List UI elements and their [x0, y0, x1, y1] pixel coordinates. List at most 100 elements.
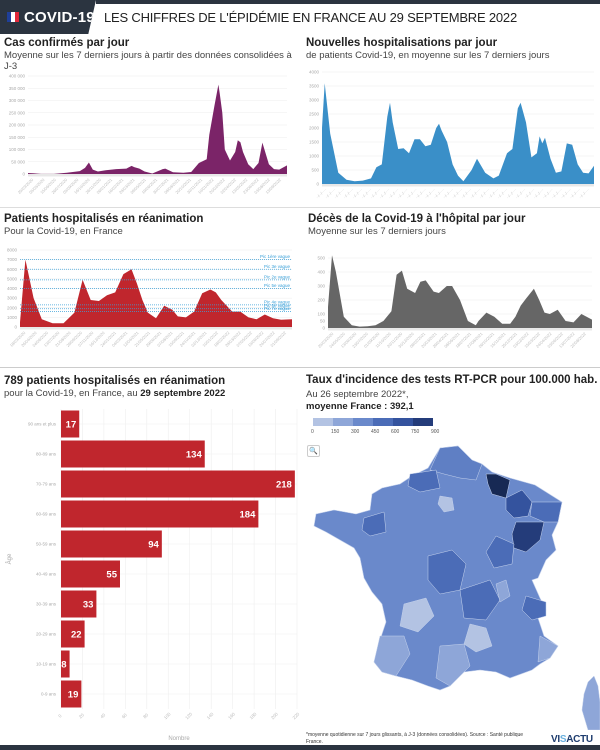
y-tick-label: 50 000: [11, 159, 25, 164]
bar-value-label: 19: [68, 690, 79, 701]
hosp-title: Nouvelles hospitalisations par jour: [306, 37, 498, 49]
x-axis-band: [322, 184, 594, 187]
bar: [61, 590, 97, 618]
y-tick-label: 500: [311, 168, 319, 173]
age-chart: 0 20 40 60 80 100 120 140 160 180 200 220 90 ans et …: [6, 409, 300, 742]
category-label: 50-59 ans: [36, 542, 57, 547]
map-panel-header: Taux d'incidence des tests RT-PCR pour 1…: [306, 374, 598, 412]
deaths-panel-header: Décès de la Covid-19 à l'hôpital par jou…: [308, 213, 598, 237]
hosp-chart: 05001000150020002500300035004000··/··/··…: [309, 70, 594, 200]
y-tick-label: 350 000: [9, 86, 26, 91]
page-title: LES CHIFFRES DE L'ÉPIDÉMIE EN FRANCE AU …: [104, 10, 517, 25]
cases-title: Cas confirmés par jour: [4, 37, 130, 49]
reference-label: Pic 6e vague: [264, 303, 291, 308]
deaths-chart: 05010020030040050025/03/202004/05/202013…: [317, 255, 592, 349]
y-tick-label: 150 000: [9, 135, 26, 140]
category-label: 80-89 ans: [36, 452, 57, 457]
header-bar: [96, 0, 600, 4]
y-tick-label: 1500: [309, 140, 320, 145]
map-zoom-button[interactable]: 🔍: [307, 445, 320, 457]
legend-tick: 450: [371, 429, 380, 435]
category-label: 90 ans et plus: [28, 422, 57, 427]
icu-panel-header: Patients hospitalisés en réanimation Pou…: [4, 213, 296, 237]
age-subtitle-date: 29 septembre 2022: [140, 388, 226, 399]
y-tick-label: 3000: [309, 98, 320, 103]
y-tick-label: 2000: [309, 126, 320, 131]
bar: [61, 440, 205, 468]
age-subtitle: pour la Covid-19, en France, au 29 septe…: [4, 388, 296, 399]
bar-value-label: 184: [240, 510, 257, 521]
bar: [61, 470, 295, 498]
bar-value-label: 134: [186, 450, 203, 461]
reference-label: Pic 3e vague: [264, 264, 291, 269]
y-tick-label: 3500: [309, 84, 320, 89]
bar: [61, 620, 85, 648]
x-tick-label: 140: [206, 711, 215, 720]
bar: [61, 530, 162, 558]
x-tick-label: 0: [57, 713, 63, 719]
page-header: COVID-19 LES CHIFFRES DE L'ÉPIDÉMIE EN F…: [0, 0, 600, 34]
age-panel-header: 789 patients hospitalisés en réanimation…: [4, 375, 296, 399]
bar-value-label: 8: [61, 660, 66, 671]
reference-label: Pic 5e vague: [264, 283, 291, 288]
y-tick-label: 5000: [7, 276, 18, 281]
icu-area: [20, 259, 292, 327]
icu-title: Patients hospitalisés en réanimation: [4, 213, 204, 225]
france-map[interactable]: [300, 440, 600, 730]
divider: [0, 367, 600, 368]
x-axis-title: Nombre: [168, 736, 190, 742]
map-average: moyenne France : 392,1: [306, 401, 414, 412]
y-tick-label: 1000: [309, 154, 320, 159]
map-title: Taux d'incidence des tests RT-PCR pour 1…: [306, 374, 598, 386]
hosp-subtitle: de patients Covid-19, en moyenne sur les…: [306, 50, 550, 61]
y-tick-label: 2000: [7, 305, 18, 310]
legend-swatch: [313, 418, 333, 426]
x-axis-band: [328, 328, 592, 331]
age-title: 789 patients hospitalisés en réanimation: [4, 375, 226, 387]
bar-value-label: 22: [71, 630, 82, 641]
category-label: 0-9 ans: [41, 692, 57, 697]
legend-tick: 300: [351, 429, 360, 435]
map-legend-ticks: 0 150 300 450 600 750 900: [311, 429, 451, 437]
x-tick-label: 220: [292, 711, 300, 720]
y-tick-label: 8000: [7, 248, 18, 253]
legend-swatch: [393, 418, 413, 426]
hosp-panel-header: Nouvelles hospitalisations par jour de p…: [306, 37, 596, 61]
reference-label: Pic 1ère vague: [260, 254, 291, 259]
category-label: 70-79 ans: [36, 482, 57, 487]
legend-swatch: [333, 418, 353, 426]
bar-value-label: 218: [276, 480, 292, 491]
y-tick-label: 6000: [7, 267, 18, 272]
divider: [0, 207, 600, 208]
badge-label: COVID-19: [24, 8, 95, 26]
legend-swatch: [353, 418, 373, 426]
bar-value-label: 94: [148, 540, 159, 551]
x-tick-label: 80: [142, 712, 149, 719]
age-subtitle-text: pour la Covid-19, en France, au: [4, 388, 141, 399]
cases-subtitle: Moyenne sur les 7 derniers jours à parti…: [4, 50, 292, 72]
reference-label: Pic 4e vague: [264, 299, 291, 304]
y-tick-label: 100: [317, 312, 325, 317]
france-mainland: [313, 445, 563, 691]
bar: [61, 650, 70, 678]
y-tick-label: 200: [317, 298, 325, 303]
x-tick-label: 60: [121, 712, 128, 719]
bar-value-label: 17: [66, 420, 77, 431]
legend-swatch: [373, 418, 393, 426]
x-tick-label: 100: [163, 711, 172, 720]
x-axis-band: [20, 327, 292, 330]
reference-label: Pic 2e vague: [264, 274, 291, 279]
y-tick-label: 500: [317, 256, 325, 261]
legend-tick: 150: [331, 429, 340, 435]
y-tick-label: 50: [320, 319, 326, 324]
deaths-title: Décès de la Covid-19 à l'hôpital par jou…: [308, 213, 526, 225]
x-tick-label: 200: [270, 711, 279, 720]
legend-tick: 600: [391, 429, 400, 435]
footer-bar: [0, 745, 600, 750]
magnifier-icon: 🔍: [309, 448, 318, 455]
y-tick-label: 400 000: [9, 74, 26, 79]
y-tick-label: 0: [322, 326, 325, 331]
icu-chart: 01000200030004000500060007000800018/03/2…: [7, 248, 292, 348]
cases-panel-header: Cas confirmés par jour Moyenne sur les 7…: [4, 37, 296, 72]
category-label: 40-49 ans: [36, 572, 57, 577]
